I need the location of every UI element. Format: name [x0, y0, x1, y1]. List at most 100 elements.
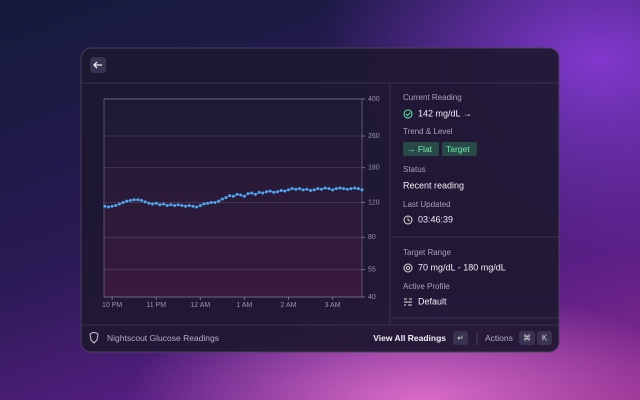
check-icon [403, 109, 413, 119]
key-text: ↵ [457, 334, 464, 343]
point [309, 189, 313, 193]
point [294, 187, 298, 191]
label: Target Range [403, 248, 452, 257]
point [202, 202, 206, 206]
key-text: K [542, 334, 548, 343]
y-tick-label: 180 [368, 165, 380, 172]
check-icon [405, 112, 411, 117]
point [158, 203, 162, 207]
point [320, 187, 324, 191]
value: 142 mg/dL → [418, 108, 472, 118]
point [334, 187, 338, 191]
point [139, 198, 143, 202]
y-tick-label: 55 [368, 266, 376, 273]
value: 70 mg/dL - 180 mg/dL [418, 262, 506, 272]
tag-text: Target [446, 144, 470, 154]
y-tick-label: 400 [368, 96, 380, 103]
point [209, 201, 213, 205]
point [264, 190, 268, 194]
point [239, 193, 243, 197]
app-icon [89, 332, 99, 344]
label: Active Profile [403, 282, 450, 291]
point [176, 203, 180, 207]
point [323, 186, 327, 190]
point [162, 202, 166, 206]
primary-action[interactable]: View All Readings [373, 333, 446, 343]
point [191, 204, 195, 208]
label: Status [403, 165, 426, 174]
x-tick-label: 3 AM [325, 302, 341, 309]
point [217, 199, 221, 203]
label: Current Reading [403, 93, 462, 102]
back-icon [93, 61, 102, 69]
point [242, 194, 246, 198]
point [257, 190, 261, 194]
point [228, 194, 232, 198]
point [136, 198, 140, 202]
point [235, 192, 239, 196]
point [121, 201, 125, 205]
point [151, 202, 155, 206]
point [338, 186, 342, 190]
point [356, 187, 360, 191]
point [286, 188, 290, 192]
point [353, 186, 357, 190]
value: Recent reading [403, 180, 464, 190]
clock-icon [407, 217, 411, 222]
label: Trend & Level [403, 127, 453, 136]
x-tick-label: 12 AM [190, 302, 210, 309]
point [279, 189, 283, 193]
y-tick-label: 40 [368, 294, 376, 301]
point [250, 191, 254, 195]
point [316, 187, 320, 191]
point [132, 198, 136, 202]
point [305, 187, 309, 191]
point [195, 205, 199, 209]
target-icon [403, 263, 413, 273]
point [220, 197, 224, 201]
point [268, 189, 272, 193]
profile-icon [404, 298, 412, 306]
point [290, 187, 294, 191]
point [246, 192, 250, 196]
y-tick-label: 260 [368, 133, 380, 140]
x-tick-label: 11 PM [146, 302, 166, 309]
point [187, 203, 191, 207]
target-icon [405, 265, 411, 271]
tag-text: → Flat [407, 144, 433, 154]
point [117, 202, 121, 206]
point [206, 201, 210, 205]
key [453, 331, 468, 345]
point [312, 188, 316, 192]
point [275, 190, 279, 194]
y-tick-label: 80 [368, 234, 376, 241]
point [349, 187, 353, 191]
tag [403, 142, 439, 156]
tag [442, 142, 477, 156]
point [301, 188, 305, 192]
value: 03:46:39 [418, 214, 453, 224]
point [173, 203, 177, 207]
point [110, 204, 114, 208]
point [143, 200, 147, 204]
point [272, 190, 276, 194]
point [327, 187, 331, 191]
point [261, 191, 265, 195]
value: Default [418, 296, 447, 306]
point [125, 199, 129, 203]
point [106, 205, 110, 209]
x-tick-label: 2 AM [281, 302, 297, 309]
point [147, 201, 151, 205]
actions[interactable]: Actions [485, 333, 513, 343]
plot-area [103, 98, 363, 298]
point [154, 201, 158, 205]
point [360, 188, 364, 192]
point [103, 204, 107, 208]
point [165, 203, 169, 207]
label: Last Updated [403, 200, 451, 209]
point [253, 192, 257, 196]
point [231, 194, 235, 198]
point [224, 196, 228, 200]
point [114, 203, 118, 207]
key [519, 331, 535, 345]
